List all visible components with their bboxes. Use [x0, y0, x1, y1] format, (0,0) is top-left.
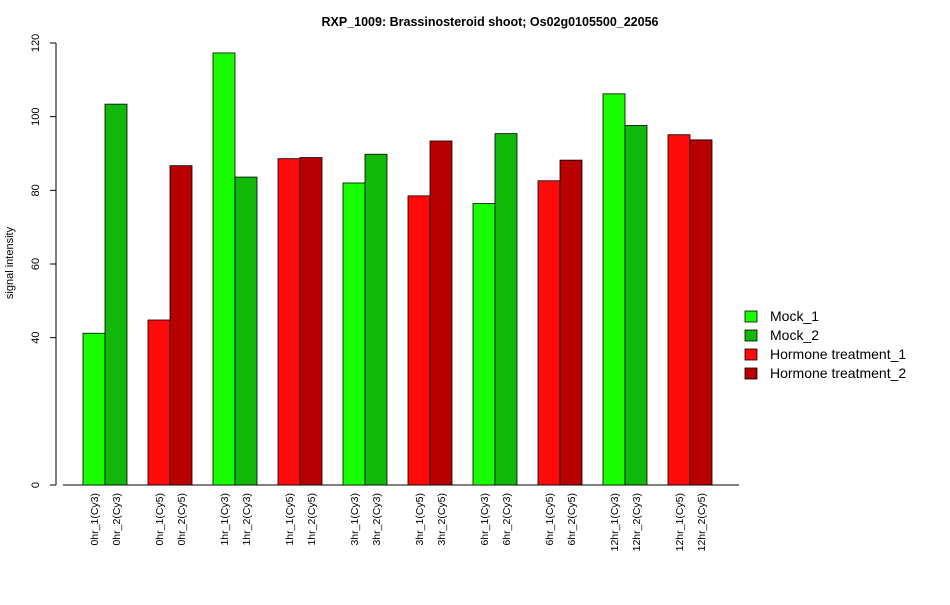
x-tick-label: 12hr_1(Cy3)	[609, 493, 621, 551]
x-tick-label: 6hr_2(Cy5)	[566, 493, 578, 546]
bar	[169, 165, 193, 486]
x-tick-label: 1hr_2(Cy3)	[241, 493, 253, 546]
bar	[689, 139, 713, 486]
y-tick-label: 0	[30, 482, 42, 488]
x-tick-label: 1hr_2(Cy5)	[306, 493, 318, 546]
y-tick-label: 80	[30, 184, 42, 196]
bar	[559, 159, 583, 486]
bar	[429, 140, 453, 486]
x-tick-label: 6hr_1(Cy3)	[479, 493, 491, 546]
bar	[537, 180, 561, 486]
x-tick-label: 6hr_1(Cy5)	[544, 493, 556, 546]
bar	[234, 176, 258, 486]
legend-swatch	[744, 367, 758, 380]
x-tick-label: 3hr_2(Cy3)	[371, 493, 383, 546]
bar	[147, 319, 171, 486]
chart-title: RXP_1009: Brassinosteroid shoot; Os02g01…	[322, 15, 659, 29]
x-tick-label: 3hr_1(Cy5)	[414, 493, 426, 546]
bar	[472, 203, 496, 486]
legend-label: Mock_2	[770, 327, 819, 343]
x-tick-labels: 0hr_1(Cy3) 0hr_2(Cy3) 0hr_1(Cy5) 0hr_2(Cy5)…	[89, 493, 708, 551]
legend-label: Mock_1	[770, 308, 819, 324]
y-tick-label: 120	[30, 34, 42, 52]
x-tick-label: 6hr_2(Cy3)	[501, 493, 513, 546]
legend-swatch	[744, 348, 758, 361]
x-tick-label: 3hr_1(Cy3)	[349, 493, 361, 546]
bar	[277, 158, 301, 486]
x-tick-label: 12hr_2(Cy5)	[696, 493, 708, 551]
x-tick-label: 12hr_1(Cy5)	[674, 493, 686, 551]
x-tick-label: 3hr_2(Cy5)	[436, 493, 448, 546]
x-tick-label: 1hr_1(Cy5)	[284, 493, 296, 546]
legend-label: Hormone treatment_2	[770, 365, 906, 381]
y-tick-label: 100	[30, 107, 42, 125]
bar	[82, 332, 106, 486]
legend-label: Hormone treatment_1	[770, 346, 906, 362]
bar	[364, 153, 388, 486]
bar	[602, 93, 626, 486]
legend-swatch	[744, 329, 758, 342]
y-tick-label: 40	[30, 332, 42, 344]
bar	[624, 125, 648, 486]
bars-group	[82, 52, 713, 486]
legend-swatch	[744, 310, 758, 323]
bar	[104, 103, 128, 486]
bar	[494, 133, 518, 486]
x-tick-label: 12hr_2(Cy3)	[631, 493, 643, 551]
bar	[299, 157, 323, 486]
y-axis-label: signal intensity	[4, 226, 16, 299]
x-tick-label: 0hr_2(Cy5)	[176, 493, 188, 546]
bar	[342, 182, 366, 486]
y-axis: 0 40 60 80 100 120	[30, 34, 57, 488]
x-tick-label: 1hr_1(Cy3)	[219, 493, 231, 546]
x-tick-label: 0hr_1(Cy5)	[154, 493, 166, 546]
x-tick-label: 0hr_1(Cy3)	[89, 493, 101, 546]
y-tick-label: 60	[30, 258, 42, 270]
legend: Mock_1 Mock_2 Hormone treatment_1 Hormone t…	[744, 308, 906, 381]
bar	[667, 134, 691, 486]
bar	[407, 195, 431, 486]
x-tick-label: 0hr_2(Cy3)	[111, 493, 123, 546]
bar	[212, 52, 236, 486]
